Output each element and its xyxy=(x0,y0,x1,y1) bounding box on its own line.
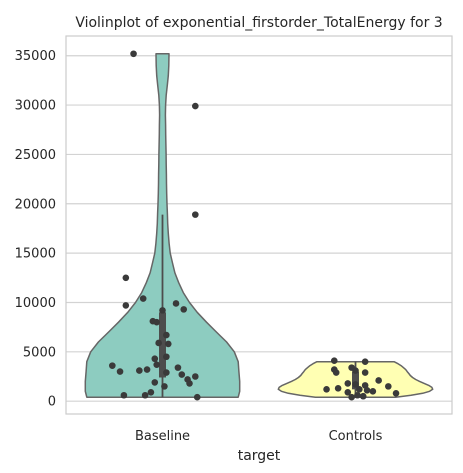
data-point xyxy=(130,50,137,58)
data-point xyxy=(153,361,161,368)
data-point xyxy=(136,367,143,374)
data-point xyxy=(359,392,367,400)
data-point xyxy=(172,300,180,307)
data-point xyxy=(361,369,369,376)
data-point xyxy=(352,367,359,374)
data-point xyxy=(356,386,363,393)
plot-frame xyxy=(65,35,453,415)
iqr-box-baseline xyxy=(159,312,166,378)
data-point xyxy=(122,274,130,282)
data-point xyxy=(352,381,359,388)
data-point xyxy=(139,295,147,302)
data-point xyxy=(116,368,124,375)
data-point xyxy=(151,379,159,386)
data-point xyxy=(385,383,392,390)
data-point xyxy=(164,340,172,348)
data-point xyxy=(192,211,199,218)
data-point xyxy=(109,362,116,369)
y-tick-label: 10000 xyxy=(15,296,56,311)
data-point xyxy=(178,371,186,378)
data-point xyxy=(334,385,342,392)
data-point xyxy=(120,391,128,399)
x-tick-labels: Baseline Controls xyxy=(135,429,383,444)
data-point xyxy=(155,339,162,347)
data-point xyxy=(163,369,170,376)
strip-points xyxy=(109,50,400,401)
data-point xyxy=(332,369,340,376)
data-point xyxy=(141,391,149,399)
data-point xyxy=(147,388,155,396)
data-point xyxy=(174,364,182,371)
data-point xyxy=(161,383,168,390)
x-axis-label: target xyxy=(238,448,281,464)
data-point xyxy=(180,306,188,313)
x-tick-label: Baseline xyxy=(135,429,190,444)
data-point xyxy=(392,389,400,397)
data-point xyxy=(153,318,161,326)
y-tick-label: 5000 xyxy=(23,345,56,360)
chart-title: Violinplot of exponential_firstorder_Tot… xyxy=(75,15,442,31)
data-point xyxy=(193,393,201,401)
data-point xyxy=(330,357,338,365)
data-point xyxy=(159,307,166,314)
data-point xyxy=(363,387,371,394)
y-tick-label: 30000 xyxy=(15,99,56,114)
y-tick-label: 35000 xyxy=(15,49,56,64)
data-point xyxy=(163,353,170,361)
data-point xyxy=(375,377,382,384)
y-tick-label: 20000 xyxy=(15,197,56,212)
data-point xyxy=(369,388,377,395)
data-point xyxy=(192,102,199,110)
data-point xyxy=(151,355,159,363)
data-point xyxy=(354,391,361,399)
data-point xyxy=(192,373,199,380)
data-point xyxy=(344,380,352,387)
y-tick-labels: 0 5000 10000 15000 20000 25000 30000 35000 xyxy=(15,49,56,409)
y-tick-label: 15000 xyxy=(15,247,56,262)
y-tick-label: 0 xyxy=(48,395,56,410)
data-point xyxy=(323,386,330,393)
data-point xyxy=(143,366,151,373)
data-point xyxy=(122,302,130,309)
data-point xyxy=(348,393,355,401)
data-point xyxy=(186,380,193,387)
x-tick-label: Controls xyxy=(329,429,383,444)
data-point xyxy=(163,331,170,339)
data-point xyxy=(344,388,352,396)
data-point xyxy=(361,358,369,365)
iqr-box-controls xyxy=(352,371,359,390)
y-tick-label: 25000 xyxy=(15,148,56,163)
